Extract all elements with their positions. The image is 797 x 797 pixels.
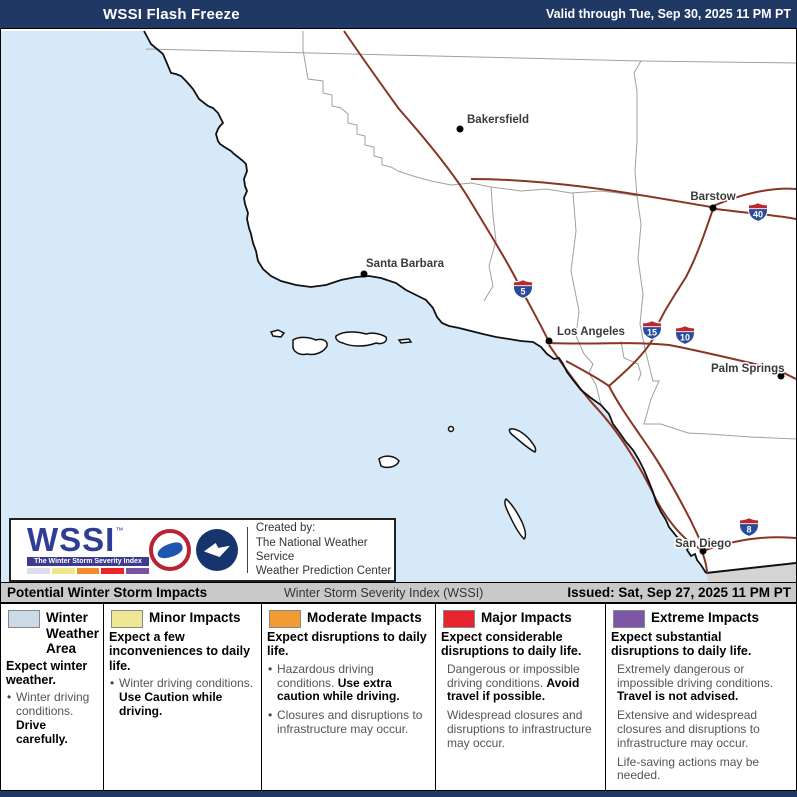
legend-summary: Expect considerable disruptions to daily… [441,630,582,659]
created-by-label: Created by: [255,522,316,535]
city-dot-santa-barbara [360,270,368,278]
legend-item: Extensive and widespread closures and di… [617,708,760,750]
legend-item: Extremely dangerous or impossible drivin… [617,661,774,704]
city-dot-barstow [709,204,717,212]
credit-divider [247,527,248,573]
legend-summary: Expect substantial disruptions to daily … [611,630,752,659]
city-label-san-diego: San Diego [675,538,731,550]
legend-summary: Expect a few inconveniences to daily lif… [109,630,251,673]
shield-number: 15 [647,328,657,338]
legend-title: Major Impacts [481,610,572,625]
highway-i10 [548,342,797,380]
legend-column-major: Major Impacts Expect considerable disrup… [436,604,606,790]
extreme-swatch [613,610,645,628]
highway-i15 [607,208,714,550]
bottom-strip [0,790,797,797]
legend-item: Hazardous driving conditions. Use extra … [267,662,430,704]
legend-title: Extreme Impacts [651,610,760,625]
highway-58 [470,178,712,208]
org-line-1: The National Weather Service [255,536,368,563]
legend-column-minor: Minor Impacts Expect a few inconvenience… [104,604,262,790]
map-canvas: Bakersfield Barstow Santa Barbara Los An… [1,30,797,582]
mexico-area [706,563,796,582]
interstate-8-shield: 8 [739,517,759,537]
legend-item: Widespread closures and disruptions to i… [447,708,592,750]
impacts-heading: Potential Winter Storm Impacts [7,585,208,600]
legend-column-extreme: Extreme Impacts Expect substantial disru… [606,604,796,790]
wssi-logo-text: WSSI [27,521,116,558]
legend-column-moderate: Moderate Impacts Expect disruptions to d… [262,604,436,790]
highway-i8 [702,536,797,552]
highway-91 [565,360,610,387]
interstate-40-shield: 40 [748,202,768,222]
legend-item: Dangerous or impossible driving conditio… [447,661,580,704]
legend-item: Life-saving actions may be needed. [617,754,760,783]
minor-swatch [111,610,143,628]
wssi-color-strip [27,568,149,574]
major-swatch [443,610,475,628]
legend-item: Winter driving conditions. Drive careful… [6,690,98,746]
shield-number: 10 [680,333,690,343]
credit-text: Created by: The National Weather Service… [256,521,394,579]
interstate-5-shield: 5 [513,279,533,299]
page-title: WSSI Flash Freeze [103,5,240,23]
legend-item: Closures and disruptions to infrastructu… [267,708,430,737]
legend-title: Winter Weather Area [46,610,100,657]
legend-title: Moderate Impacts [307,610,422,625]
header-bar: WSSI Flash Freeze Valid through Tue, Sep… [0,0,797,28]
channel-islands [269,329,537,541]
city-label-santa-barbara: Santa Barbara [366,258,445,270]
legend-summary: Expect disruptions to daily life. [267,630,427,659]
legend-item: Winter driving conditions. Use Caution w… [109,676,256,718]
legend-summary: Expect winter weather. [6,658,88,687]
city-dots [360,125,785,555]
ocean [1,31,708,582]
legend-title: Minor Impacts [149,610,241,625]
info-bar: Potential Winter Storm Impacts Winter St… [0,583,797,604]
shield-number: 40 [753,210,763,220]
org-line-2: Weather Prediction Center [255,565,392,578]
us-mexico-border [705,562,797,574]
moderate-swatch [269,610,301,628]
noaa-logo-icon [196,529,238,571]
city-dot-san-diego [699,547,707,555]
county-borders [145,31,797,440]
valid-through-text: Valid through Tue, Sep 30, 2025 11 PM PT [546,7,791,21]
city-label-barstow: Barstow [690,191,735,203]
issued-text: Issued: Sat, Sep 27, 2025 11 PM PT [567,585,791,600]
impact-legend: Winter Weather Area Expect winter weathe… [0,604,797,790]
city-dot-palm-springs [777,372,785,380]
coastline [143,30,707,574]
map-area: Bakersfield Barstow Santa Barbara Los An… [0,28,797,583]
city-dot-los-angeles [545,337,553,345]
trademark-symbol: ™ [115,526,124,535]
city-label-los-angeles: Los Angeles [557,326,625,338]
shield-number: 8 [746,525,751,535]
highway-i15-north [712,187,797,207]
wssi-tagline: The Winter Storm Severity Index [27,557,149,566]
wssi-subtitle: Winter Storm Severity Index (WSSI) [284,585,484,600]
city-dot-bakersfield [456,125,464,133]
legend-column-winter-weather-area: Winter Weather Area Expect winter weathe… [1,604,104,790]
city-label-palm-springs: Palm Springs [711,363,785,375]
shield-number: 5 [520,287,525,297]
interstate-10-shield: 10 [675,325,695,345]
wssi-logo: WSSI™ The Winter Storm Severity Index [11,523,149,574]
winter-weather-swatch [8,610,40,628]
nws-logo-icon [149,529,191,571]
city-label-bakersfield: Bakersfield [467,114,529,126]
interstate-15-shield: 15 [642,320,662,340]
credit-box: WSSI™ The Winter Storm Severity Index Cr… [9,518,396,582]
